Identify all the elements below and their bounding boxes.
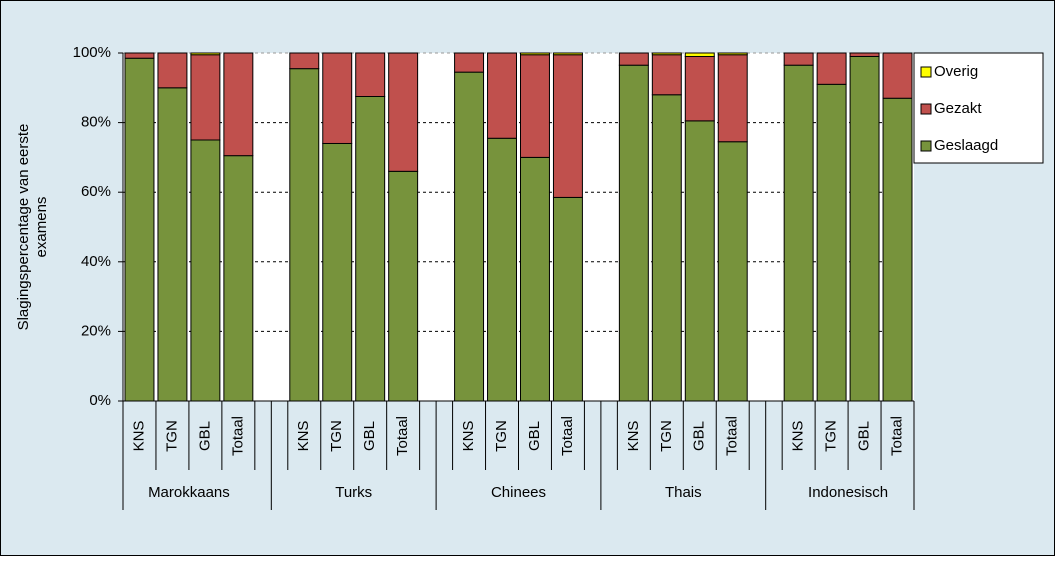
bar-segment [124,57,155,402]
legend-label: Gezakt [934,100,982,117]
bar-segment [783,64,814,402]
x-tick-label: TGN [328,420,345,452]
bar-segment [190,54,221,141]
bar-segment [124,52,155,59]
bar-segment [355,52,386,97]
x-tick-label: GBL [526,421,543,451]
bar-segment [289,68,320,402]
x-tick-label: GBL [361,421,378,451]
bar-segment [717,54,748,143]
group-label: Marokkaans [148,484,230,501]
bar-segment [651,54,682,96]
x-tick-label: TGN [658,420,675,452]
x-tick-label: GBL [196,421,213,451]
bar-segment [454,52,485,73]
bar-segment [190,52,221,56]
x-tick-label: Totaal [888,416,905,456]
bar-segment [816,52,847,85]
bar-segment [289,52,320,70]
y-tick-label: 20% [81,322,111,339]
bar-segment [783,52,814,66]
y-tick-label: 100% [73,44,111,61]
x-tick-label: KNS [790,421,807,452]
bar-segment [520,52,550,56]
bar-segment [487,52,517,139]
bar-segment [882,52,913,99]
x-tick-label: Totaal [394,416,411,456]
x-tick-label: Totaal [724,416,741,456]
x-tick-label: GBL [856,421,873,451]
bar-segment [454,71,485,402]
group-label: Turks [335,484,372,501]
bar-segment [190,139,221,402]
bar-segment [816,83,847,402]
bar-segment [651,94,682,402]
group-label: Indonesisch [808,484,888,501]
x-tick-label: TGN [163,420,180,452]
bar-segment [684,120,715,402]
bar-segment [882,97,913,402]
bar-segment [849,55,880,402]
legend-swatch [920,140,932,152]
legend-swatch [920,66,932,78]
legend-swatch [920,103,932,115]
group-label: Chinees [491,484,546,501]
bar-segment [849,52,880,57]
group-label: Thais [665,484,702,501]
bar-segment [157,87,188,402]
bar-segment [388,52,419,172]
bar-segment [520,54,550,158]
legend-label: Geslaagd [934,137,998,154]
x-tick-label: TGN [823,420,840,452]
x-tick-label: KNS [460,421,477,452]
bar-segment [322,52,353,144]
bar-segment [157,52,188,89]
bar-segment [322,142,353,402]
y-axis-label: examens [33,197,50,258]
y-axis-label: Slagingspercentage van eerste [15,124,32,331]
bar-segment [684,55,715,122]
y-tick-label: 0% [89,392,111,409]
bar-segment [717,141,748,402]
bar-segment [223,52,254,157]
legend-label: Overig [934,63,978,80]
x-tick-label: KNS [295,421,312,452]
bar-segment [520,156,550,402]
y-tick-label: 60% [81,183,111,200]
bar-segment [717,52,748,56]
x-tick-label: Totaal [229,416,246,456]
plot-area [123,53,914,401]
bar-segment [684,52,715,57]
bar-segment [552,54,583,198]
bar-segment [355,96,386,402]
bar-segment [552,52,583,56]
x-tick-label: KNS [625,421,642,452]
bar-segment [618,52,649,66]
x-tick-label: GBL [691,421,708,451]
x-tick-label: TGN [493,420,510,452]
y-tick-label: 80% [81,114,111,131]
y-tick-label: 40% [81,253,111,270]
bar-segment [487,137,517,402]
bar-segment [552,196,583,402]
x-tick-label: KNS [130,421,147,452]
bar-segment [388,170,419,402]
x-tick-label: Totaal [559,416,576,456]
bar-segment [651,52,682,56]
bar-segment [618,64,649,402]
legend-box [913,52,1044,164]
bar-segment [223,155,254,402]
